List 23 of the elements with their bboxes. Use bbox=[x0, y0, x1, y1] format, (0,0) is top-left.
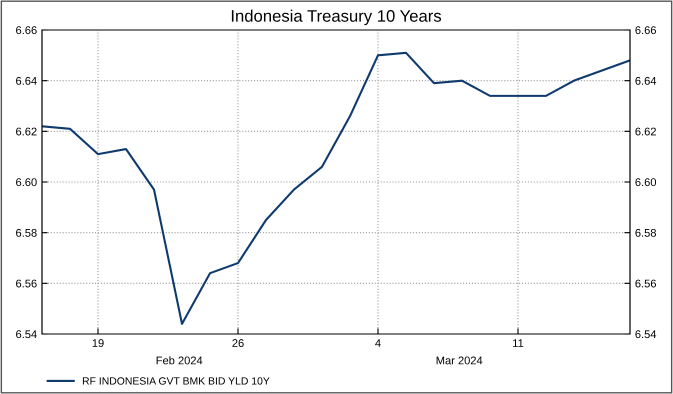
x-tick-label: 4 bbox=[375, 339, 381, 347]
line-series bbox=[42, 52, 630, 325]
y2-tick-label: 6.66 bbox=[635, 26, 656, 34]
y-tick-label: 6.62 bbox=[16, 128, 37, 136]
y2-tick-label: 6.58 bbox=[635, 228, 656, 237]
x-tick-label: 19 bbox=[92, 339, 104, 348]
y2-tick-label: 6.62 bbox=[635, 128, 656, 136]
y2-tick-label: 6.56 bbox=[635, 280, 656, 288]
chart-title: Indonesia Treasury 10 Years bbox=[232, 10, 442, 26]
text: Feb 2024 bbox=[156, 356, 202, 364]
x-tick-label: 26 bbox=[232, 339, 244, 348]
y-tick-label: 6.54 bbox=[16, 330, 37, 338]
y-tick-label: 6.64 bbox=[16, 76, 37, 85]
y-tick-label: 6.56 bbox=[16, 280, 37, 288]
legend-label: RF INDONESIA GVT BMK BID YLD 10Y bbox=[82, 377, 270, 385]
y-tick-label: 6.58 bbox=[16, 228, 37, 237]
y2-tick-label: 6.60 bbox=[635, 178, 656, 186]
y2-tick-label: 6.54 bbox=[635, 330, 656, 338]
y-tick-label: 6.66 bbox=[16, 26, 37, 34]
y2-tick-label: 6.64 bbox=[635, 76, 656, 85]
x-tick-label: 11 bbox=[513, 339, 524, 347]
y-tick-label: 6.60 bbox=[16, 178, 37, 186]
text: Mar 2024 bbox=[436, 356, 482, 364]
